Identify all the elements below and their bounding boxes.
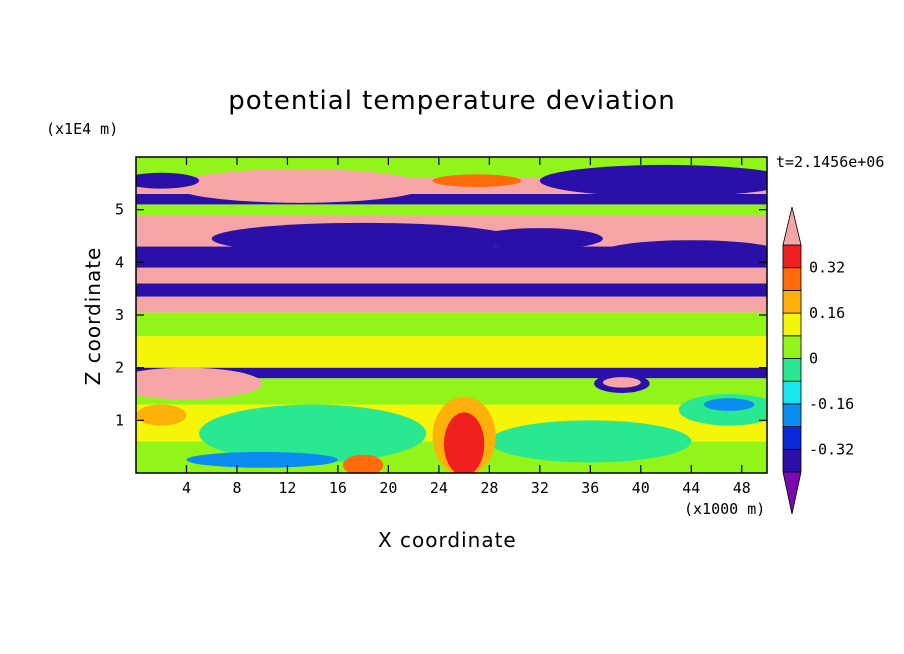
field-band-8 xyxy=(136,267,767,284)
field-feature-11 xyxy=(186,451,338,468)
field-feature-7 xyxy=(136,367,263,400)
time-label: t=2.1456e+06 xyxy=(776,153,885,171)
x-tick-label: 48 xyxy=(733,479,751,497)
chart-title: potential temperature deviation xyxy=(228,86,676,116)
field-feature-17 xyxy=(342,454,384,473)
x-tick-label: 40 xyxy=(632,479,650,497)
colorbar-segment xyxy=(782,289,802,314)
x-tick-label: 24 xyxy=(430,479,448,497)
x-tick-label: 44 xyxy=(682,479,700,497)
field-band-4 xyxy=(136,336,767,368)
field-feature-5 xyxy=(476,228,603,250)
field-feature-9 xyxy=(602,377,641,388)
colorbar-segment xyxy=(782,380,802,405)
field-feature-12 xyxy=(489,420,692,463)
colorbar-segment xyxy=(782,448,802,473)
x-tick-label: 12 xyxy=(278,479,296,497)
colorbar-segment xyxy=(782,335,802,359)
y-tick-label: 5 xyxy=(115,201,124,219)
x-tick-label: 28 xyxy=(480,479,498,497)
y-tick-label: 1 xyxy=(115,411,124,429)
field-feature-4 xyxy=(211,222,515,255)
colorbar-tick-label: -0.16 xyxy=(809,395,854,413)
colorbar-segment xyxy=(782,403,802,427)
colorbar-tick-label: 0.32 xyxy=(809,259,845,277)
x-tick-label: 16 xyxy=(329,479,347,497)
field-feature-10 xyxy=(199,404,427,463)
colorbar-segment xyxy=(782,267,802,291)
field-band-3 xyxy=(136,367,767,379)
y-axis-unit: (x1E4 m) xyxy=(46,120,119,138)
colorbar-top-triangle xyxy=(782,206,802,246)
colorbar-segment xyxy=(782,426,802,450)
field-band-7 xyxy=(136,283,767,297)
colorbar-segment xyxy=(782,312,802,337)
field-feature-2 xyxy=(539,164,767,197)
field-feature-18 xyxy=(136,404,187,426)
colorbar-segment xyxy=(782,244,802,269)
y-tick-label: 2 xyxy=(115,359,124,377)
x-tick-label: 8 xyxy=(232,479,241,497)
field-band-11 xyxy=(136,204,767,215)
field-feature-14 xyxy=(703,398,755,411)
field-feature-0 xyxy=(173,169,427,203)
colorbar-tick-label: -0.32 xyxy=(809,440,854,458)
colorbar-bottom-triangle xyxy=(782,471,802,515)
colorbar-tick-label: 0.16 xyxy=(809,304,845,322)
x-tick-label: 32 xyxy=(531,479,549,497)
x-axis: 4 8 12 16 20 24 28 32 36 40 44 48 xyxy=(182,157,751,497)
field-band-12 xyxy=(136,193,767,205)
colorbar-tick-label: 0 xyxy=(809,350,818,368)
colorbar: 0.32 0.16 0 -0.16 -0.32 xyxy=(782,206,854,515)
field-feature-1 xyxy=(432,174,521,188)
y-tick-label: 3 xyxy=(115,306,124,324)
field-band-6 xyxy=(136,296,767,313)
x-axis-label: X coordinate xyxy=(378,528,517,552)
y-axis: 1 2 3 4 5 xyxy=(115,201,767,429)
x-tick-label: 4 xyxy=(182,479,191,497)
x-tick-label: 20 xyxy=(379,479,397,497)
field-feature-6 xyxy=(602,240,767,264)
field-band-5 xyxy=(136,312,767,337)
x-tick-label: 36 xyxy=(581,479,599,497)
field-feature-16 xyxy=(443,412,485,473)
field-feature-3 xyxy=(136,172,200,189)
colorbar-segment xyxy=(782,358,802,382)
y-tick-label: 4 xyxy=(115,253,124,271)
contour-field xyxy=(136,157,767,473)
x-axis-unit: (x1000 m) xyxy=(684,500,766,518)
